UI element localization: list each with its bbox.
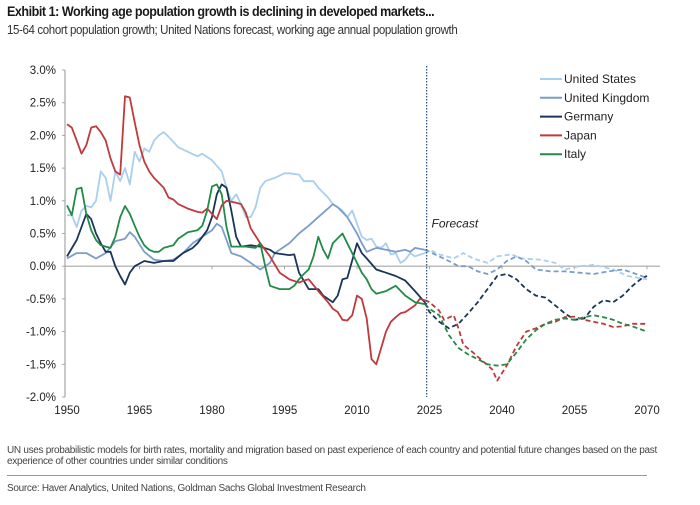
forecast-annotation: Forecast — [432, 217, 479, 231]
x-tick-label: 1965 — [127, 405, 153, 417]
y-tick-label: 1.0% — [30, 196, 56, 208]
series-layer — [66, 95, 648, 382]
legend-label-germany: Germany — [564, 110, 613, 124]
legend: United States United Kingdom Germany Japan I… — [540, 72, 649, 161]
x-tick-label: 1950 — [54, 405, 80, 417]
footnote: UN uses probabilistic models for birth r… — [7, 445, 657, 467]
y-tick-label: 2.5% — [30, 98, 56, 110]
divider — [7, 475, 647, 476]
x-tick-label: 2010 — [344, 405, 370, 417]
series-forecast-united-kingdom — [424, 248, 648, 279]
series-line-germany — [66, 183, 426, 304]
y-tick-label: -1.5% — [26, 359, 56, 371]
series-forecast-italy — [424, 303, 648, 367]
x-tick-label: 2070 — [634, 405, 660, 417]
y-tick-label: -0.5% — [26, 294, 56, 306]
series-forecast-germany — [423, 273, 648, 330]
legend-label-japan: Japan — [564, 128, 597, 142]
series-line-united-states — [67, 131, 425, 264]
x-tick-label: 1980 — [199, 405, 225, 417]
series-forecast-united-states — [424, 248, 648, 281]
y-tick-label: 0.5% — [30, 229, 56, 241]
y-tick-label: 2.0% — [30, 130, 56, 142]
y-tick-label: -1.0% — [26, 327, 56, 339]
y-tick-label: 1.5% — [30, 163, 56, 175]
x-tick-label: 2040 — [489, 405, 515, 417]
series-line-united-kingdom — [66, 203, 425, 271]
source-note: Source: Haver Analytics, United Nations,… — [7, 483, 366, 494]
legend-label-united-kingdom: United Kingdom — [564, 91, 649, 105]
series-line-italy — [66, 183, 425, 305]
chart-title: Exhibit 1: Working age population growth… — [7, 4, 435, 19]
legend-label-united-states: United States — [564, 72, 636, 86]
y-tick-label: 3.0% — [30, 65, 56, 77]
x-tick-label: 2055 — [562, 405, 588, 417]
legend-label-italy: Italy — [564, 147, 586, 161]
y-tick-label: -2.0% — [26, 392, 56, 404]
series-line-japan — [66, 95, 425, 366]
line-chart: 3.0% 2.5% 2.0% 1.5% 1.0% 0.5% 0.0% -0.5% -1.0% -1… — [26, 65, 660, 417]
x-tick-label: 2025 — [417, 405, 443, 417]
series-forecast-japan — [424, 299, 647, 382]
chart-subtitle: 15-64 cohort population growth; United N… — [7, 23, 458, 37]
x-tick-label: 1995 — [272, 405, 298, 417]
y-tick-label: 0.0% — [30, 261, 56, 273]
